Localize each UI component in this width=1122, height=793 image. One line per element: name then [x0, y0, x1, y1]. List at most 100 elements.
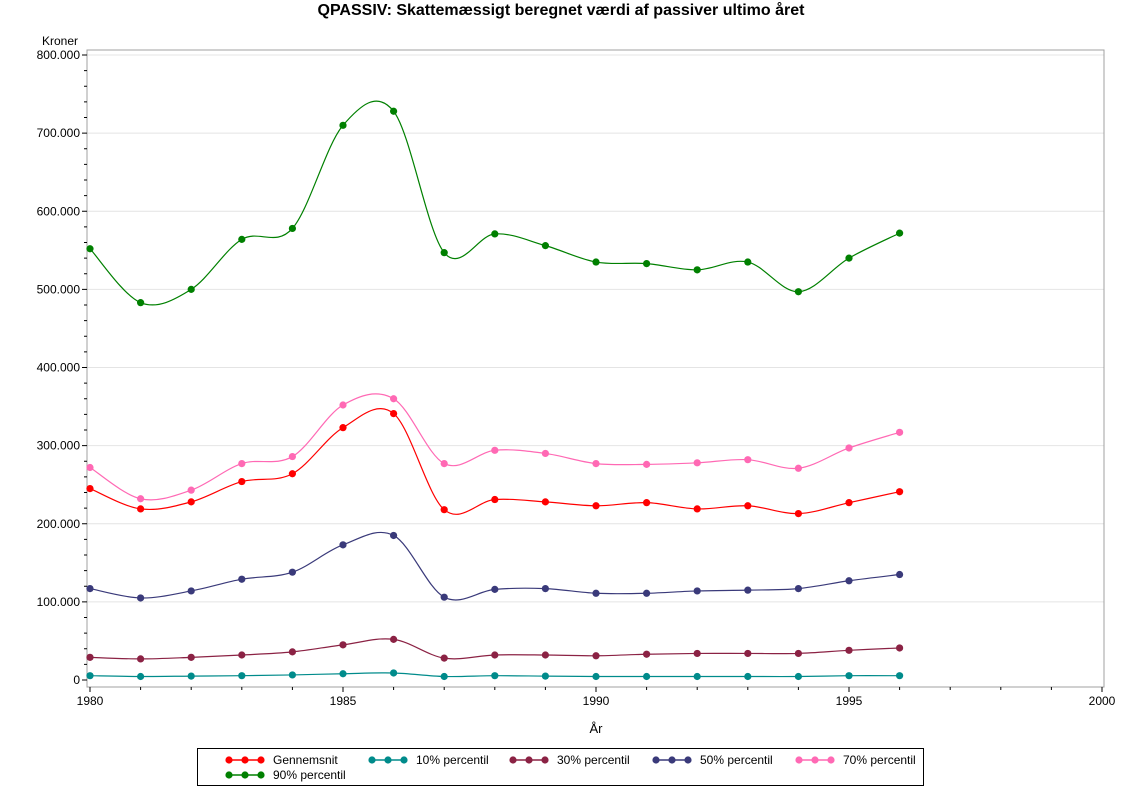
data-point — [845, 444, 853, 452]
y-tick-label: 600.000 — [37, 204, 81, 218]
series-90pct-percentil — [86, 100, 904, 307]
gridlines — [87, 54, 1104, 603]
x-tick-label: 1990 — [583, 694, 610, 708]
data-point — [744, 672, 752, 681]
data-point — [794, 672, 803, 681]
data-point — [187, 285, 195, 293]
data-point — [288, 470, 296, 478]
data-point — [845, 499, 853, 507]
data-point — [440, 459, 448, 468]
data-point — [541, 449, 550, 458]
data-point — [86, 653, 94, 661]
data-point — [440, 506, 448, 514]
data-point — [137, 505, 145, 513]
data-point — [643, 589, 651, 597]
data-point — [541, 672, 550, 680]
data-point — [491, 230, 499, 238]
data-point — [288, 452, 296, 461]
data-point — [491, 672, 499, 680]
data-point — [238, 575, 246, 583]
legend-marker-icon — [225, 771, 265, 779]
y-tick-label: 700.000 — [37, 126, 81, 140]
data-point — [592, 258, 600, 266]
data-point — [491, 585, 499, 593]
x-tick-label: 1980 — [77, 694, 104, 708]
data-point — [238, 672, 246, 680]
series-line — [89, 100, 900, 306]
x-tick-label: 1985 — [330, 694, 357, 708]
chart-title: QPASSIV: Skattemæssigt beregnet værdi af… — [317, 2, 805, 19]
legend-label: 90% percentil — [273, 768, 346, 782]
data-point — [187, 672, 195, 680]
data-point — [541, 584, 550, 593]
data-point — [845, 577, 853, 585]
y-axis-label: Kroner — [42, 34, 78, 48]
series-gennemsnit — [86, 408, 904, 518]
x-axis-label: År — [590, 721, 604, 736]
data-point — [896, 488, 904, 496]
data-point — [693, 459, 701, 467]
data-point — [491, 651, 499, 659]
data-point — [86, 245, 94, 253]
data-point — [643, 259, 651, 268]
data-point — [744, 456, 752, 464]
y-tick-label: 400.000 — [37, 361, 81, 375]
data-point — [845, 646, 853, 654]
data-point — [541, 651, 550, 659]
data-point — [592, 502, 600, 510]
data-point — [693, 587, 701, 595]
data-point — [137, 495, 145, 503]
data-point — [440, 249, 448, 257]
data-point — [339, 401, 347, 409]
data-point — [896, 428, 904, 436]
data-point — [744, 502, 752, 510]
data-point — [339, 121, 347, 129]
data-point — [744, 649, 752, 658]
data-point — [288, 671, 296, 679]
data-point — [238, 651, 246, 659]
data-point — [896, 644, 904, 652]
legend-marker-icon — [652, 756, 692, 764]
data-point — [845, 254, 853, 262]
data-point — [794, 288, 803, 296]
data-point — [794, 649, 803, 658]
data-point — [339, 641, 347, 649]
legend: Gennemsnit 10% percentil 30% percentil 50% … — [197, 748, 924, 786]
data-point — [693, 672, 701, 681]
data-point — [137, 594, 145, 602]
data-point — [187, 653, 195, 661]
data-point — [491, 495, 499, 504]
data-point — [86, 463, 94, 472]
data-point — [491, 446, 499, 454]
legend-marker-icon — [795, 756, 835, 764]
data-point — [592, 459, 600, 468]
legend-marker-icon — [368, 756, 408, 764]
axes: 0 100.000 200.000 300.000 400.000 500.000 600.… — [37, 48, 1116, 708]
data-point — [288, 568, 296, 576]
series-30pct-percentil — [86, 635, 904, 663]
data-point — [440, 593, 448, 601]
data-point — [137, 655, 145, 663]
data-point — [440, 672, 448, 681]
data-point — [238, 235, 246, 243]
data-point — [693, 266, 701, 274]
series-lines — [86, 100, 904, 681]
data-point — [896, 672, 904, 680]
series-70pct-percentil — [86, 393, 904, 503]
series-line — [89, 408, 900, 515]
data-point — [643, 650, 651, 658]
legend-label: 30% percentil — [557, 753, 630, 767]
data-point — [592, 589, 600, 597]
data-point — [794, 509, 803, 518]
data-point — [693, 505, 701, 513]
data-point — [693, 649, 701, 658]
y-tick-label: 200.000 — [37, 517, 81, 531]
data-point — [794, 584, 803, 593]
data-point — [288, 224, 296, 233]
data-point — [592, 652, 600, 660]
data-point — [187, 486, 195, 494]
data-point — [238, 459, 246, 468]
data-point — [592, 672, 600, 681]
y-tick-label: 0 — [73, 673, 80, 687]
y-tick-label: 800.000 — [37, 48, 81, 62]
